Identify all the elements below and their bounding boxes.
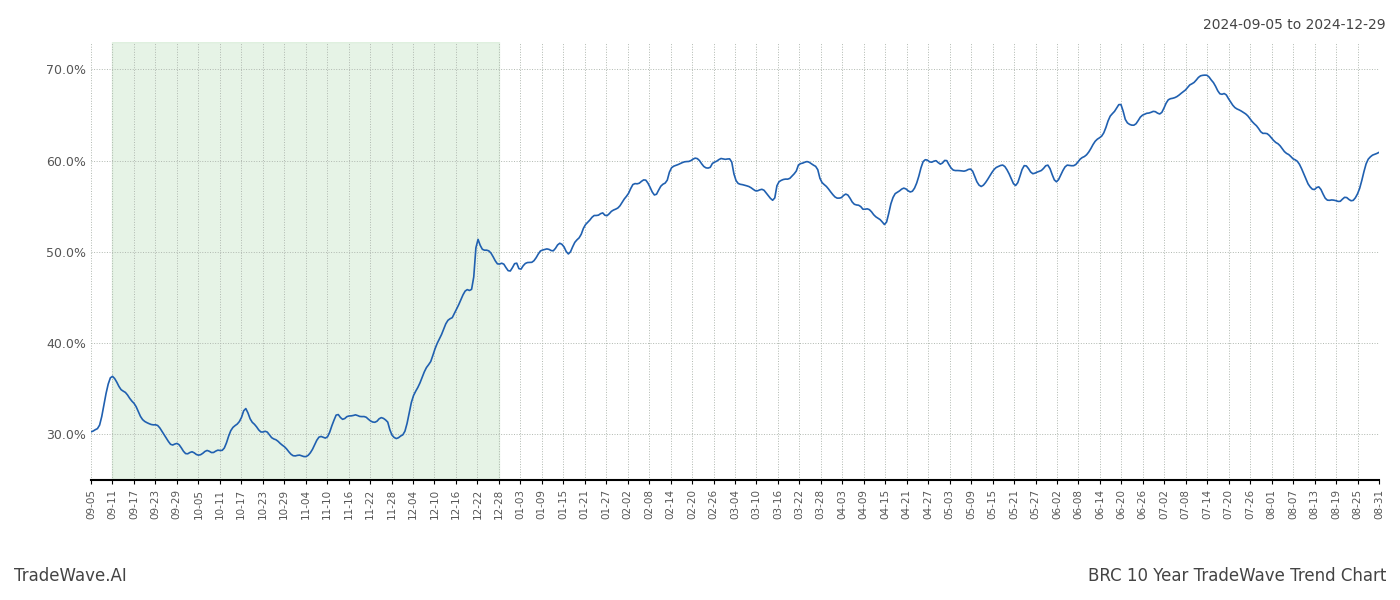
Bar — [112, 42, 498, 480]
Text: BRC 10 Year TradeWave Trend Chart: BRC 10 Year TradeWave Trend Chart — [1088, 567, 1386, 585]
Text: TradeWave.AI: TradeWave.AI — [14, 567, 127, 585]
Text: 2024-09-05 to 2024-12-29: 2024-09-05 to 2024-12-29 — [1204, 18, 1386, 32]
